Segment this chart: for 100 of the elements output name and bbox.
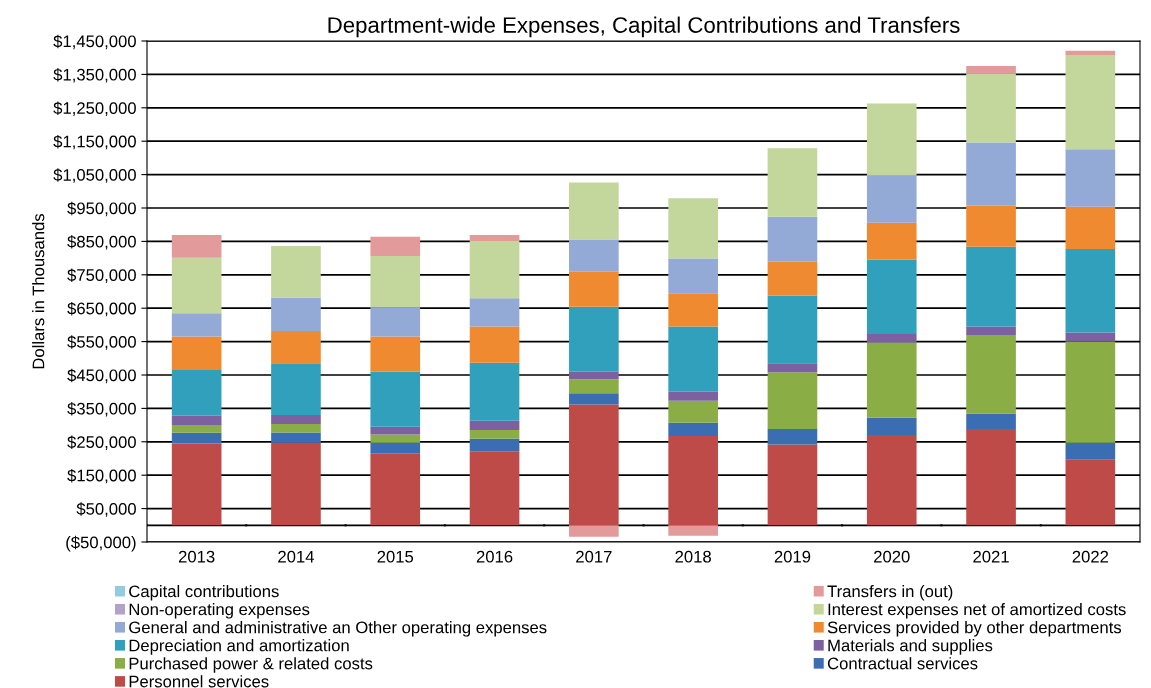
bar [569,371,619,380]
legend-label: Transfers in (out) [827,585,953,601]
bar [370,336,421,372]
bar [569,182,619,240]
bar [469,430,520,439]
bar [469,241,520,299]
legend-label: Non-operating expenses [129,603,310,619]
bar [1065,206,1116,250]
bar [271,415,321,425]
x-tick-label: 2017 [576,550,612,563]
bar [668,326,718,392]
bar [370,307,421,337]
x-tick-label: 2022 [1072,550,1109,563]
bar [469,298,520,327]
y-tick-label: $950,000 [67,201,136,217]
bar [1065,442,1116,460]
bar [569,404,619,526]
bar [271,363,321,416]
bar [668,400,718,423]
legend-label: Contractual services [827,657,978,670]
legend-label: Services provided by other departments [827,621,1122,637]
bar [1065,459,1116,526]
bar [370,426,421,435]
x-tick-label: 2016 [476,550,513,563]
bar [1065,249,1116,333]
bar [469,438,520,452]
bar [171,257,222,314]
x-tick-label: 2021 [973,550,1009,563]
bar [1065,149,1116,207]
bar [271,297,321,331]
bar [171,443,222,526]
bar [966,334,1016,414]
bar [866,342,917,418]
y-tick-label: $850,000 [67,235,136,250]
bar [866,435,917,526]
y-tick-label: $1,350,000 [53,68,136,83]
x-tick-label: 2015 [377,550,414,563]
bar [966,73,1016,143]
bar [668,525,718,536]
y-tick-label: $1,150,000 [53,134,136,150]
bar [370,453,421,526]
y-tick-label: $50,000 [76,502,136,517]
chart-title: Department-wide Expenses, Capital Contributions and Transfers [328,16,960,38]
y-tick-label: ($50,000) [66,535,136,552]
bar [569,239,619,272]
y-tick-label: $450,000 [67,368,136,384]
bar [767,295,818,364]
bar [866,103,917,176]
x-tick-label: 2019 [774,550,811,563]
bar [767,261,818,296]
bar [966,326,1016,335]
bar [370,434,421,443]
bar [668,293,718,327]
bar [569,379,619,394]
bar [370,371,421,427]
x-tick-label: 2018 [675,550,711,563]
bar [469,235,520,242]
y-tick-label: $1,250,000 [53,101,136,116]
bar [866,259,917,334]
bar [668,436,718,526]
bar [1065,341,1116,443]
bar [668,258,718,294]
bar [966,429,1016,526]
legend-label: Materials and supplies [828,639,993,655]
legend-label: Depreciation and amortization [129,639,349,655]
bar [271,442,321,526]
bar [271,424,321,433]
legend-label: Interest expenses net of amortized costs [828,603,1126,619]
bar [271,330,321,364]
y-tick-label: $250,000 [67,435,136,450]
bar [767,363,818,373]
bar [171,425,222,433]
legend-label: General and administrative an Other operating expenses [129,621,547,637]
y-tick-label: $1,450,000 [53,34,136,50]
bar [469,326,520,363]
bar [569,306,619,372]
bar [1065,55,1116,150]
legend-label: Purchased power & related costs [129,657,373,673]
bar [668,198,718,259]
bar [271,246,321,298]
bar [866,175,917,223]
y-tick-label: $550,000 [67,335,136,350]
bar [966,66,1016,74]
bar [569,525,619,537]
bar [171,313,222,337]
bar [966,205,1016,247]
bar [866,417,917,436]
y-tick-label: $150,000 [67,468,136,484]
y-axis-title: Dollars in Thousands [32,213,45,369]
bar [966,142,1016,206]
bar [171,369,222,416]
y-tick-label: $650,000 [67,301,136,317]
bar [271,432,321,443]
x-tick-label: 2013 [178,550,215,563]
bar [966,246,1016,327]
bar [767,444,818,526]
bar [569,271,619,307]
bar [966,413,1016,430]
bar [469,420,520,431]
bar [171,235,222,258]
